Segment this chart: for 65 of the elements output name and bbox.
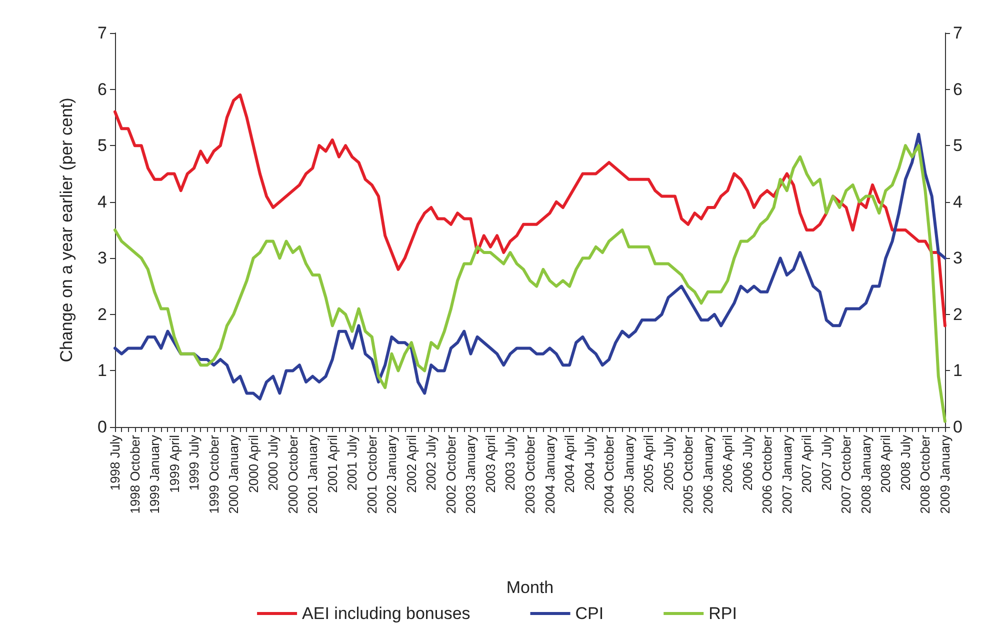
y-tick-label: 6 [98,80,107,99]
y2-tick-label: 6 [953,80,962,99]
x-tick-label: 2002 April [404,434,419,493]
y-tick-label: 4 [98,192,107,212]
x-tick-label: 2002 January [384,434,400,514]
x-tick-label: 2002 July [424,434,439,491]
x-tick-label: 2007 April [799,434,814,493]
x-tick-label: 2005 April [641,434,656,493]
x-tick-label: 1999 July [186,434,202,491]
x-tick-label: 2000 October [285,434,300,514]
y2-tick-label: 3 [953,248,962,268]
y2-tick-label: 5 [953,136,962,156]
y-tick-label: 7 [98,24,107,42]
x-tick-label: 2001 January [305,434,320,514]
x-tick-label: 2000 January [226,434,242,514]
x-tick-label: 2006 April [720,434,736,493]
y-tick-label: 0 [98,418,107,436]
x-tick-label: 2003 October [522,434,538,514]
x-tick-label: 2006 October [760,434,775,514]
x-tick-label: 2004 January [542,434,558,514]
x-tick-label: 2004 July [582,434,597,491]
x-tick-label: 2008 October [918,434,933,514]
x-tick-label: 2002 October [443,434,458,514]
x-tick-label: 2006 July [740,434,755,491]
x-tick-label: 2004 October [602,434,617,514]
y-axis-title: Change on a year earlier (per cent) [57,98,76,362]
y2-tick-label: 7 [953,24,962,42]
y-tick-label: 5 [98,136,107,156]
x-tick-label: 2001 July [344,434,360,491]
y-tick-label: 3 [98,248,107,268]
x-tick-label: 1999 October [206,434,222,514]
y-tick-label: 2 [98,304,107,324]
x-tick-label: 1998 October [127,434,142,514]
x-tick-label: 1999 April [166,434,182,493]
x-tick-label: 1998 July [108,434,122,491]
x-tick-label: 2000 April [246,434,261,493]
x-tick-label: 2007 January [779,434,794,514]
x-tick-label: 2006 January [700,434,716,514]
legend-label: RPI [708,604,737,623]
legend-label: CPI [575,604,604,623]
x-tick-label: 2008 July [898,434,913,491]
x-tick-label: 2005 July [660,434,676,491]
x-tick-label: 2007 October [838,434,854,514]
x-tick-label: 1999 January [147,434,162,514]
y2-tick-label: 4 [953,192,962,212]
x-tick-label: 2007 July [818,434,834,491]
x-tick-label: 2000 July [266,434,281,491]
x-tick-label: 2003 April [482,434,498,493]
y-tick-label: 1 [98,361,107,380]
x-tick-label: 2005 October [680,434,696,514]
x-tick-label: 2003 January [463,434,478,514]
x-tick-label: 2005 January [621,434,636,514]
x-tick-label: 2004 April [562,434,578,493]
x-tick-label: 2001 April [324,434,340,493]
legend-label: AEI including bonuses [302,604,470,623]
y2-tick-label: 1 [953,361,962,380]
x-tick-label: 2001 October [364,434,380,514]
x-tick-label: 2008 April [878,434,894,493]
line-series [114,93,946,328]
x-axis-title: Month [506,578,554,597]
x-tick-label: 2009 January [938,434,952,514]
x-tick-label: 2003 July [502,434,518,491]
y2-tick-label: 0 [953,418,962,436]
x-tick-label: 2008 January [858,434,874,514]
y2-tick-label: 2 [953,304,962,324]
